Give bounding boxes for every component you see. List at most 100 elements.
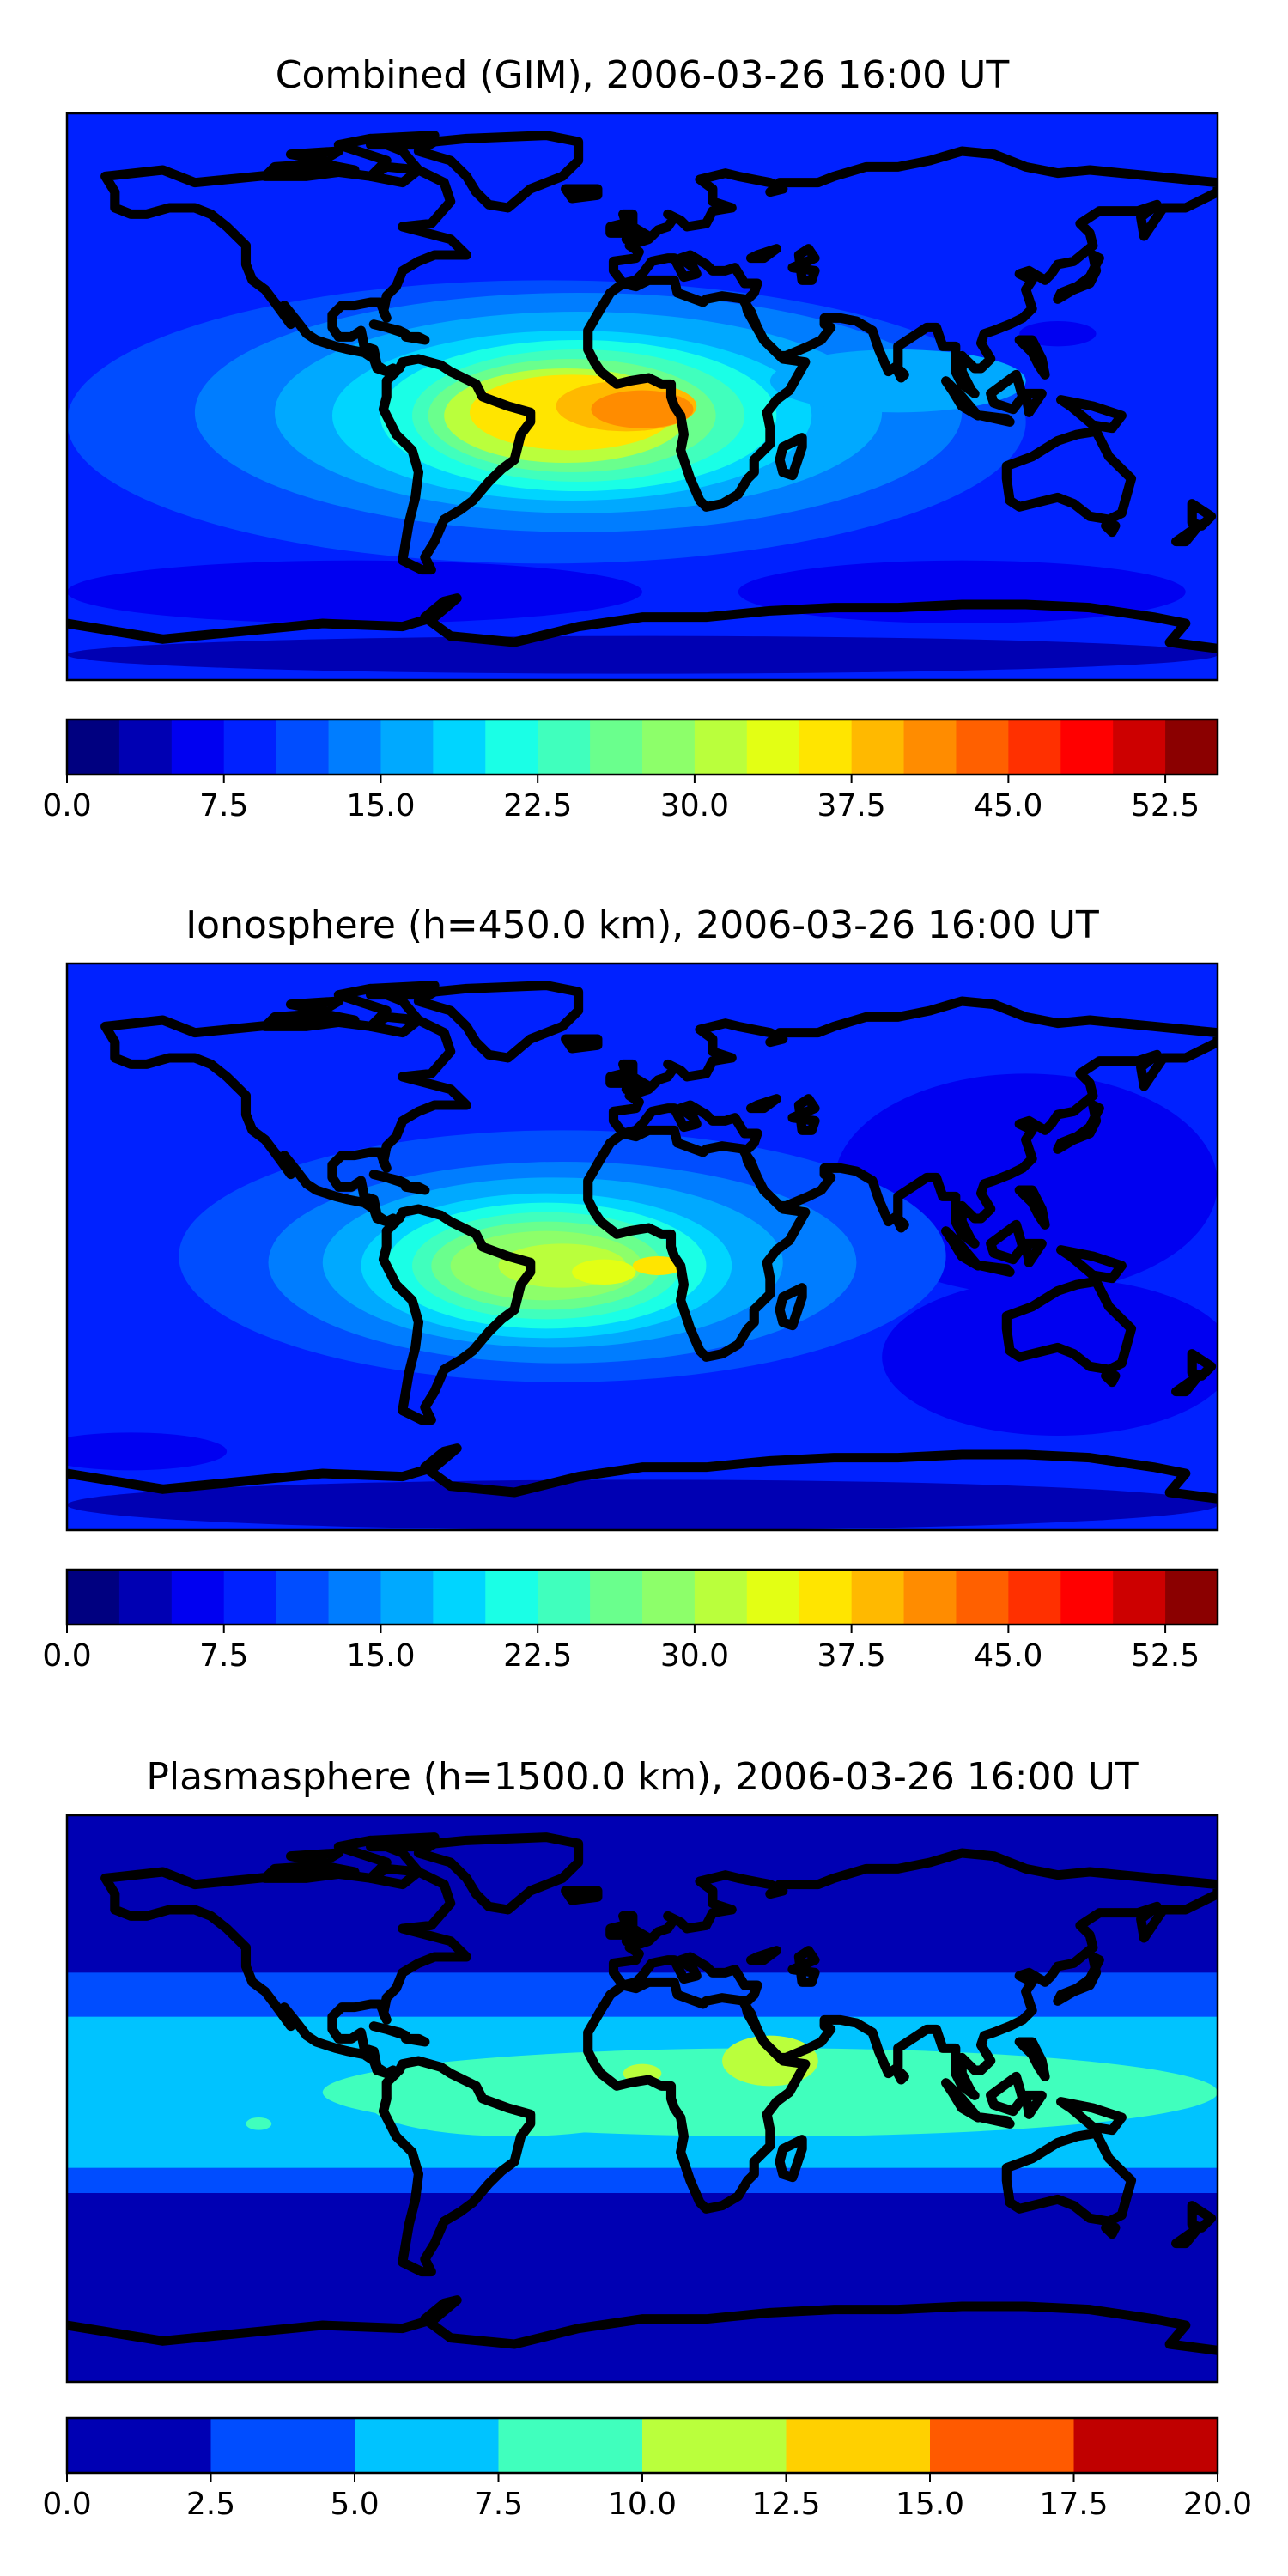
panel-title: Plasmasphere (h=1500.0 km), 2006-03-26 1… bbox=[146, 1755, 1138, 1799]
colorbar-segment bbox=[118, 1570, 173, 1625]
colorbar-tick-label: 52.5 bbox=[1131, 788, 1200, 823]
colorbar-segment bbox=[903, 1570, 957, 1625]
panel-plasmasphere: Plasmasphere (h=1500.0 km), 2006-03-26 1… bbox=[42, 1755, 1252, 2522]
colorbar-segment bbox=[590, 1570, 643, 1625]
colorbar-tick-label: 0.0 bbox=[42, 2487, 91, 2522]
panel-ionosphere: Ionosphere (h=450.0 km), 2006-03-26 16:0… bbox=[42, 903, 1219, 1674]
colorbar-segment bbox=[1165, 720, 1218, 775]
contour-level bbox=[67, 560, 642, 623]
map-area bbox=[65, 1814, 1219, 2384]
colorbar-tick-label: 45.0 bbox=[974, 788, 1042, 823]
colorbar-segment bbox=[694, 1570, 748, 1625]
map-frame bbox=[65, 1814, 1219, 2384]
colorbar-segment bbox=[276, 1570, 330, 1625]
colorbar-segment bbox=[67, 2418, 212, 2473]
colorbar-segment bbox=[642, 720, 696, 775]
colorbar-segment bbox=[355, 2418, 500, 2473]
colorbar-frame bbox=[65, 718, 1219, 776]
colorbar-tick-label: 15.0 bbox=[346, 788, 415, 823]
map-area bbox=[65, 112, 1219, 682]
colorbar-tick-label: 10.0 bbox=[608, 2487, 677, 2522]
colorbar: 0.0 7.5 15.0 22.5 30.0 37.5 45.0 52.5 bbox=[42, 1568, 1219, 1674]
panel-combined: Combined (GIM), 2006-03-26 16:00 UT 0.0 7… bbox=[42, 53, 1219, 823]
colorbar-tick-label: 2.5 bbox=[186, 2487, 235, 2522]
map-frame bbox=[65, 112, 1219, 682]
colorbar-segment bbox=[223, 720, 277, 775]
colorbar-segment bbox=[328, 1570, 382, 1625]
colorbar-tick-label: 7.5 bbox=[199, 1638, 248, 1674]
colorbar-segment bbox=[851, 1570, 905, 1625]
colorbar-segment bbox=[1165, 1570, 1218, 1625]
colorbar-segment bbox=[851, 720, 905, 775]
colorbar-tick-label: 7.5 bbox=[199, 788, 248, 823]
colorbar-segment bbox=[642, 1570, 696, 1625]
colorbar-tick-label: 20.0 bbox=[1183, 2487, 1252, 2522]
colorbar-segment bbox=[1073, 2418, 1218, 2473]
colorbar-tick-label: 15.0 bbox=[896, 2487, 964, 2522]
colorbar-segment bbox=[930, 2418, 1075, 2473]
colorbar-tick-label: 30.0 bbox=[660, 788, 729, 823]
contour-level bbox=[632, 1256, 684, 1275]
colorbar-segment bbox=[694, 720, 748, 775]
colorbar-segment bbox=[433, 720, 486, 775]
colorbar-tick-label: 52.5 bbox=[1131, 1638, 1200, 1674]
colorbar-segment bbox=[67, 720, 120, 775]
colorbar-tick-label: 22.5 bbox=[503, 1638, 572, 1674]
colorbar-segment bbox=[485, 720, 538, 775]
colorbar-segment bbox=[538, 720, 591, 775]
colorbar-tick-label: 37.5 bbox=[817, 788, 886, 823]
colorbar-tick-label: 22.5 bbox=[503, 788, 572, 823]
contour-level bbox=[882, 1278, 1218, 1436]
map-area bbox=[65, 962, 1219, 1532]
colorbar-segment bbox=[380, 1570, 434, 1625]
colorbar-segment bbox=[746, 720, 800, 775]
colorbar-tick-label: 7.5 bbox=[474, 2487, 523, 2522]
colorbar-segment bbox=[223, 1570, 277, 1625]
colorbar-segment bbox=[1113, 1570, 1166, 1625]
colorbar-tick-label: 37.5 bbox=[817, 1638, 886, 1674]
colorbar-segment bbox=[786, 2418, 931, 2473]
colorbar-segment bbox=[433, 1570, 486, 1625]
colorbar-segment bbox=[328, 720, 382, 775]
colorbar-segment bbox=[171, 720, 225, 775]
colorbar-segment bbox=[746, 1570, 800, 1625]
colorbar-segment bbox=[210, 2418, 355, 2473]
colorbar-segment bbox=[903, 720, 957, 775]
panel-title: Ionosphere (h=450.0 km), 2006-03-26 16:0… bbox=[185, 903, 1099, 947]
colorbar-segment bbox=[1008, 720, 1061, 775]
colorbar-segment bbox=[67, 1570, 120, 1625]
contour-level bbox=[67, 1479, 1218, 1530]
colorbar-segment bbox=[956, 1570, 1009, 1625]
colorbar-segment bbox=[642, 2418, 787, 2473]
colorbar-segment bbox=[1060, 1570, 1114, 1625]
colorbar-tick-label: 0.0 bbox=[42, 1638, 91, 1674]
colorbar-tick-label: 12.5 bbox=[751, 2487, 820, 2522]
colorbar-segment bbox=[799, 1570, 853, 1625]
colorbar-segment bbox=[276, 720, 330, 775]
colorbar: 0.0 2.5 5.0 7.5 10.0 12.5 15.0 17.5 20.0 bbox=[42, 2416, 1252, 2522]
panel-title: Combined (GIM), 2006-03-26 16:00 UT bbox=[276, 53, 1010, 97]
colorbar-segment bbox=[956, 720, 1009, 775]
colorbar-segment bbox=[380, 720, 434, 775]
colorbar-segment bbox=[1060, 720, 1114, 775]
colorbar-tick-label: 15.0 bbox=[346, 1638, 415, 1674]
contour-level bbox=[246, 2117, 272, 2130]
contour-level bbox=[572, 1259, 636, 1285]
colorbar-segment bbox=[498, 2418, 643, 2473]
contour-level bbox=[370, 2073, 659, 2136]
map-frame bbox=[65, 962, 1219, 1532]
colorbar-segment bbox=[1113, 720, 1166, 775]
tec-contour-fill bbox=[67, 963, 1218, 1530]
colorbar-segment bbox=[171, 1570, 225, 1625]
colorbar-tick-label: 5.0 bbox=[330, 2487, 379, 2522]
colorbar-segment bbox=[799, 720, 853, 775]
colorbar-segment bbox=[485, 1570, 538, 1625]
contour-level bbox=[67, 635, 1218, 674]
colorbar-segment bbox=[538, 1570, 591, 1625]
colorbar: 0.0 7.5 15.0 22.5 30.0 37.5 45.0 52.5 bbox=[42, 718, 1219, 823]
colorbar-tick-label: 45.0 bbox=[974, 1638, 1042, 1674]
colorbar-segment bbox=[1008, 1570, 1061, 1625]
colorbar-tick-label: 17.5 bbox=[1039, 2487, 1108, 2522]
colorbar-segment bbox=[590, 720, 643, 775]
